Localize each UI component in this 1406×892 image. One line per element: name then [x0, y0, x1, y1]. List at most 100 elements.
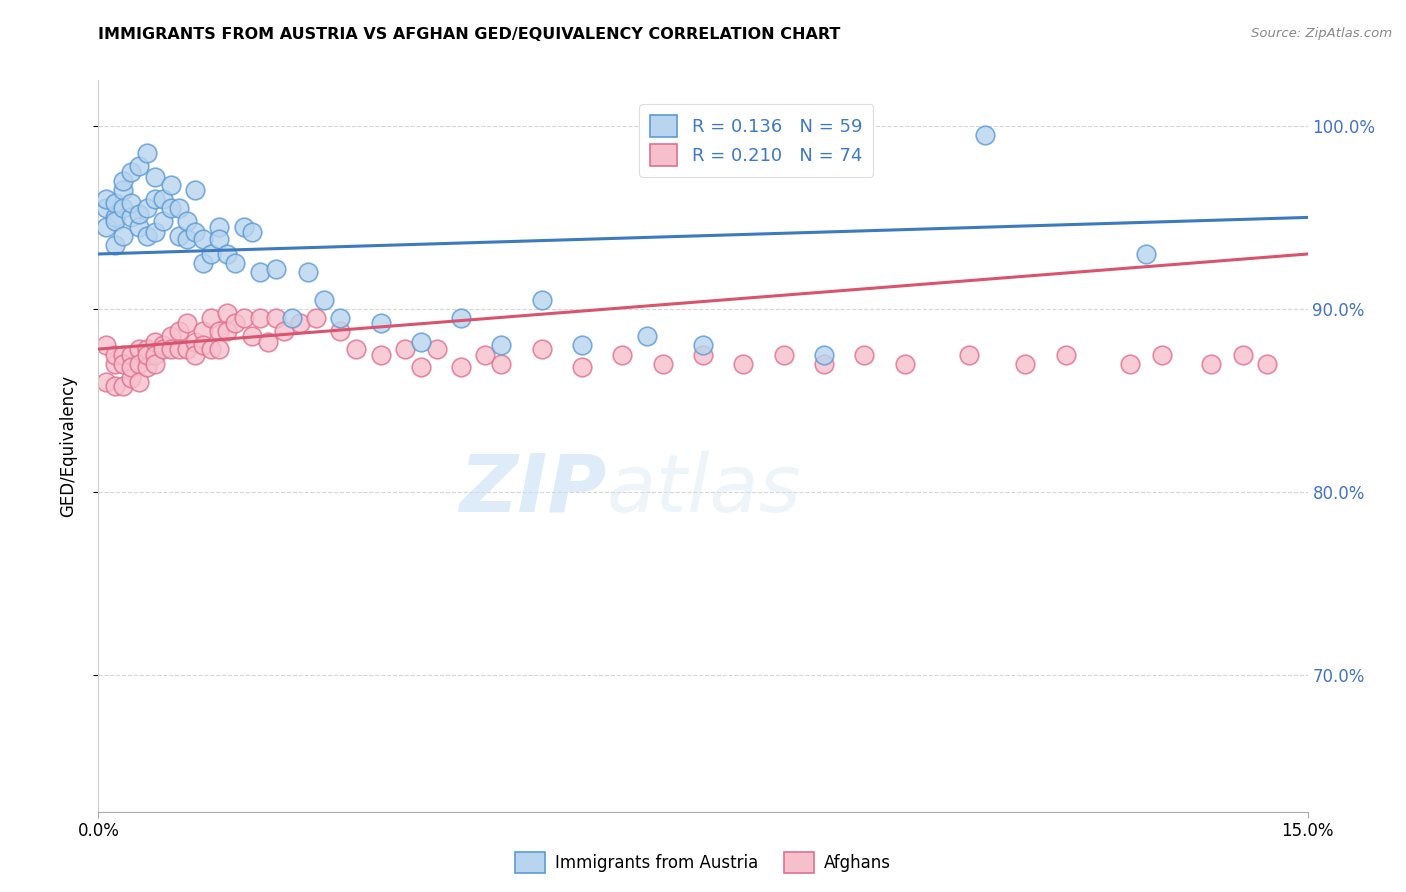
- Point: [450, 360, 472, 375]
- Point: [120, 347, 142, 362]
- Point: [120, 211, 142, 225]
- Y-axis label: GED/Equivalency: GED/Equivalency: [59, 375, 77, 517]
- Point: [1119, 357, 1142, 371]
- Point: [120, 195, 142, 210]
- Point: [120, 371, 142, 385]
- Point: [111, 174, 134, 188]
- Point: [193, 324, 215, 338]
- Point: [167, 201, 190, 215]
- Point: [111, 201, 134, 215]
- Point: [120, 360, 142, 375]
- Point: [474, 347, 496, 362]
- Point: [733, 357, 755, 371]
- Point: [893, 357, 915, 371]
- Point: [160, 329, 183, 343]
- Point: [530, 342, 553, 356]
- Point: [143, 334, 166, 349]
- Point: [176, 232, 198, 246]
- Point: [176, 317, 198, 331]
- Point: [636, 329, 658, 343]
- Point: [128, 342, 150, 356]
- Point: [135, 360, 157, 375]
- Point: [208, 232, 231, 246]
- Point: [103, 214, 125, 228]
- Point: [143, 347, 166, 362]
- Point: [135, 228, 157, 243]
- Point: [224, 256, 246, 270]
- Point: [128, 375, 150, 389]
- Point: [217, 305, 239, 319]
- Point: [853, 347, 876, 362]
- Point: [329, 310, 352, 325]
- Legend: Immigrants from Austria, Afghans: Immigrants from Austria, Afghans: [509, 846, 897, 880]
- Point: [450, 310, 472, 325]
- Point: [264, 310, 287, 325]
- Point: [120, 164, 142, 178]
- Point: [200, 342, 222, 356]
- Point: [103, 211, 125, 225]
- Point: [128, 357, 150, 371]
- Point: [273, 324, 295, 338]
- Point: [813, 357, 835, 371]
- Point: [370, 317, 392, 331]
- Point: [184, 225, 207, 239]
- Point: [176, 214, 198, 228]
- Point: [530, 293, 553, 307]
- Point: [111, 357, 134, 371]
- Point: [143, 192, 166, 206]
- Point: [200, 247, 222, 261]
- Point: [96, 201, 118, 215]
- Point: [167, 342, 190, 356]
- Point: [1152, 347, 1174, 362]
- Point: [208, 324, 231, 338]
- Point: [264, 261, 287, 276]
- Point: [103, 378, 125, 392]
- Point: [184, 347, 207, 362]
- Point: [329, 324, 352, 338]
- Point: [111, 183, 134, 197]
- Point: [612, 347, 634, 362]
- Point: [314, 293, 336, 307]
- Point: [111, 347, 134, 362]
- Point: [1135, 247, 1157, 261]
- Text: atlas: atlas: [606, 450, 801, 529]
- Point: [249, 265, 271, 279]
- Point: [571, 338, 593, 352]
- Point: [692, 338, 714, 352]
- Point: [167, 324, 190, 338]
- Point: [208, 219, 231, 234]
- Point: [224, 317, 246, 331]
- Point: [491, 338, 513, 352]
- Point: [184, 334, 207, 349]
- Point: [176, 342, 198, 356]
- Point: [152, 214, 174, 228]
- Point: [128, 219, 150, 234]
- Point: [409, 334, 432, 349]
- Point: [135, 201, 157, 215]
- Point: [184, 183, 207, 197]
- Point: [232, 310, 254, 325]
- Point: [1199, 357, 1222, 371]
- Point: [193, 338, 215, 352]
- Point: [240, 225, 263, 239]
- Point: [249, 310, 271, 325]
- Point: [96, 219, 118, 234]
- Point: [128, 159, 150, 173]
- Point: [1014, 357, 1036, 371]
- Point: [143, 170, 166, 185]
- Point: [1054, 347, 1077, 362]
- Point: [103, 347, 125, 362]
- Point: [651, 357, 673, 371]
- Point: [217, 247, 239, 261]
- Point: [1256, 357, 1278, 371]
- Point: [571, 360, 593, 375]
- Point: [957, 347, 980, 362]
- Point: [1232, 347, 1254, 362]
- Point: [160, 342, 183, 356]
- Point: [160, 201, 183, 215]
- Point: [240, 329, 263, 343]
- Point: [288, 317, 311, 331]
- Point: [152, 338, 174, 352]
- Point: [232, 219, 254, 234]
- Point: [305, 310, 328, 325]
